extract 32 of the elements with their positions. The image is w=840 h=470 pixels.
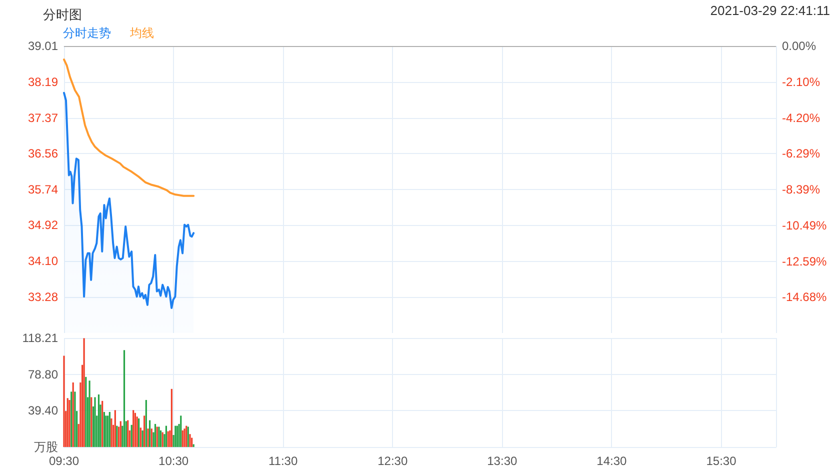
y2-tick-label: 0.00%	[782, 39, 816, 53]
y2-tick-label: -10.49%	[782, 218, 828, 232]
y-tick-label: 78.80	[28, 367, 58, 382]
y-tick-label: 36.56	[28, 146, 58, 160]
y-tick-label: 118.21	[22, 331, 58, 345]
y2-tick-label: -4.20%	[782, 110, 820, 125]
text: 2021-03-29 22:41:11	[710, 3, 830, 18]
x-tick-label: 10:30	[158, 454, 189, 468]
x-tick-label: 12:30	[378, 454, 408, 468]
chart-title: 分时图	[43, 7, 82, 22]
y-tick-label: 34.10	[28, 254, 58, 268]
y2-tick-label: -12.59%	[782, 254, 828, 268]
y-tick-label: 35.74	[28, 182, 58, 196]
x-tick-label: 09:30	[48, 454, 80, 468]
y2-tick-label: -2.10%	[782, 74, 820, 89]
text: 分时走势	[63, 26, 111, 40]
x-tick-label: 14:30	[596, 454, 628, 468]
y-tick-label: 37.37	[28, 110, 58, 125]
text: 均线	[129, 26, 154, 40]
y-tick-label: 39.01	[28, 39, 58, 53]
x-tick-label: 13:30	[487, 454, 518, 468]
x-tick-label: 15:30	[706, 454, 737, 468]
y2-tick-label: -8.39%	[782, 182, 820, 196]
y2-tick-label: -6.29%	[782, 146, 820, 161]
y-tick-label: 33.28	[28, 290, 58, 304]
line-series	[63, 58, 195, 197]
y-tick-label: 39.40	[28, 404, 58, 418]
y2-tick-label: -14.68%	[782, 290, 828, 304]
y-tick-label: 万股	[34, 440, 58, 454]
x-tick-label: 11:30	[268, 454, 298, 468]
y-tick-label: 38.19	[28, 74, 58, 89]
y-tick-label: 34.92	[28, 218, 58, 232]
